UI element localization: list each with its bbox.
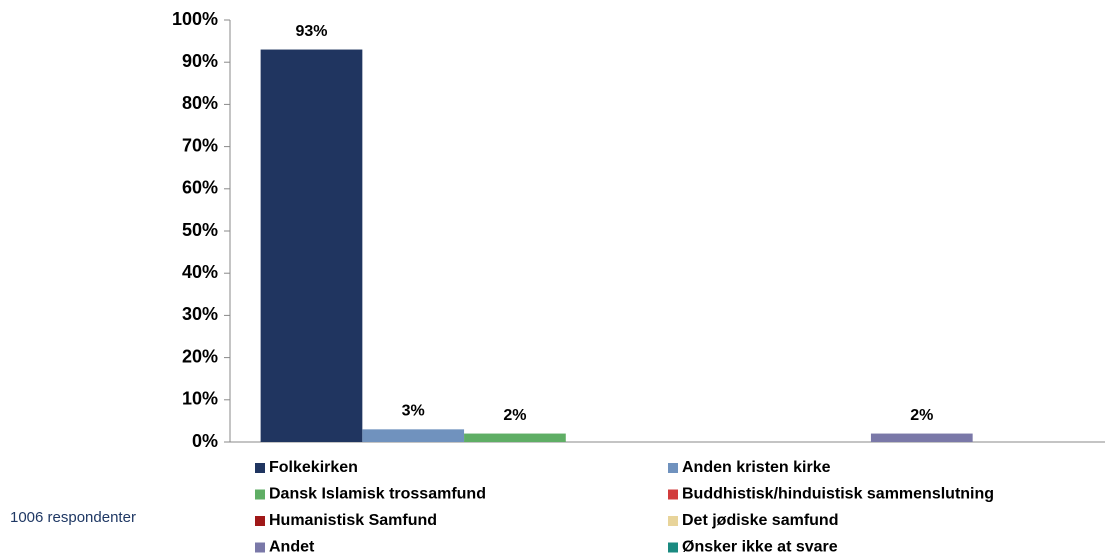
y-tick-label: 70% bbox=[182, 135, 218, 155]
y-tick-label: 50% bbox=[182, 220, 218, 240]
legend-swatch bbox=[668, 489, 678, 500]
bar bbox=[464, 433, 566, 442]
legend-label: Humanistisk Samfund bbox=[269, 512, 437, 529]
y-tick-label: 10% bbox=[182, 389, 218, 409]
legend-swatch bbox=[668, 463, 678, 473]
data-label: 3% bbox=[402, 403, 425, 420]
bar bbox=[260, 49, 363, 442]
data-label: 2% bbox=[910, 407, 933, 424]
y-tick-label: 30% bbox=[182, 304, 218, 324]
legend-swatch bbox=[668, 542, 678, 553]
data-label: 93% bbox=[295, 23, 327, 40]
legend-label: Ønsker ikke at svare bbox=[682, 539, 838, 556]
legend-swatch bbox=[255, 542, 265, 553]
legend-label: Dansk Islamisk trossamfund bbox=[269, 486, 486, 503]
annotation: 1006 respondenter bbox=[10, 509, 136, 526]
data-label: 2% bbox=[503, 407, 526, 424]
legend-label: Folkekirken bbox=[269, 459, 358, 476]
legend-label: Andet bbox=[269, 539, 315, 556]
legend-label: Anden kristen kirke bbox=[682, 459, 831, 476]
y-tick-label: 90% bbox=[182, 51, 218, 71]
y-tick-label: 0% bbox=[192, 431, 218, 451]
y-tick-label: 60% bbox=[182, 178, 218, 198]
y-tick-label: 100% bbox=[172, 9, 218, 29]
legend-label: Buddhistisk/hinduistisk sammenslutning bbox=[682, 486, 994, 503]
y-tick-label: 40% bbox=[182, 262, 218, 282]
y-tick-label: 80% bbox=[182, 93, 218, 113]
legend-label: Det jødiske samfund bbox=[682, 512, 838, 529]
bar bbox=[870, 433, 973, 442]
bar bbox=[362, 429, 465, 442]
legend-swatch bbox=[255, 463, 265, 473]
legend-swatch bbox=[255, 489, 265, 500]
y-tick-label: 20% bbox=[182, 346, 218, 366]
legend-swatch bbox=[668, 516, 678, 526]
legend-swatch bbox=[255, 516, 265, 526]
